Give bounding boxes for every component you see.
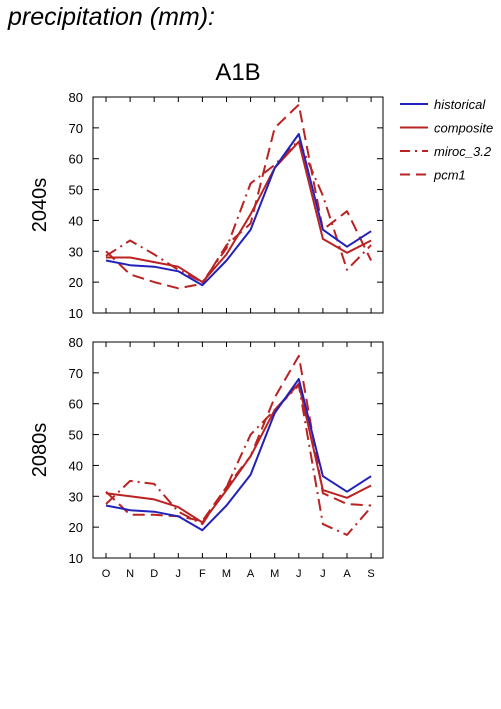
y-tick-label: 10 — [69, 551, 83, 566]
legend-label: composite — [434, 121, 493, 136]
x-tick-label: M — [270, 568, 279, 580]
legend-label: miroc_3.2 — [434, 144, 492, 159]
y-tick-label: 80 — [69, 90, 83, 105]
x-tick-label: F — [199, 568, 206, 580]
series-line-historical — [105, 378, 372, 532]
y-tick-label: 20 — [69, 520, 83, 535]
x-tick-label: N — [126, 568, 134, 580]
y-tick-label: 70 — [69, 366, 83, 381]
y-tick-label: 10 — [69, 306, 83, 321]
y-tick-label: 60 — [69, 397, 83, 412]
legend: historical composite miroc_3.2 pcm1 — [400, 97, 493, 183]
x-tick-label: J — [320, 568, 326, 580]
series-line-composite — [106, 140, 372, 284]
page-title: precipitation (mm): — [8, 3, 215, 31]
y-tick-label: 50 — [69, 428, 83, 443]
series-line-miroc-3-2 — [105, 139, 372, 284]
y-tick-label: 60 — [69, 152, 83, 167]
plot-frame — [92, 341, 384, 559]
x-tick-label: A — [343, 568, 351, 580]
legend-label: historical — [434, 97, 486, 112]
x-tick-label: A — [247, 568, 255, 580]
y-tick-label: 50 — [69, 183, 83, 198]
x-tick-label: S — [367, 568, 374, 580]
plot-frame — [92, 96, 384, 314]
panel-2040s: 10 20 30 40 50 60 70 80 2040s — [29, 90, 384, 321]
x-tick-label: J — [296, 568, 302, 580]
y-tick-label: 20 — [69, 275, 83, 290]
row-label: 2040s — [29, 178, 51, 233]
legend-label: pcm1 — [433, 168, 466, 183]
y-tick-label: 80 — [69, 335, 83, 350]
y-tick-label: 30 — [69, 489, 83, 504]
y-tick-label: 70 — [69, 121, 83, 136]
scenario-title: A1B — [215, 59, 260, 86]
series-line-historical — [105, 133, 372, 287]
row-label: 2080s — [29, 423, 51, 478]
x-tick-label: O — [102, 568, 111, 580]
y-tick-label: 40 — [69, 213, 83, 228]
panel-2080s: 10 20 30 40 50 60 70 80 O N D J F M A M J J A S 2080s — [29, 335, 384, 580]
x-tick-label: D — [150, 568, 158, 580]
series-line-composite — [105, 382, 372, 524]
series-line-miroc-3-2 — [105, 384, 372, 536]
y-tick-label: 40 — [69, 458, 83, 473]
x-tick-label: M — [222, 568, 231, 580]
series-line-pcm1 — [105, 354, 372, 522]
x-tick-label: J — [176, 568, 182, 580]
y-tick-label: 30 — [69, 244, 83, 259]
